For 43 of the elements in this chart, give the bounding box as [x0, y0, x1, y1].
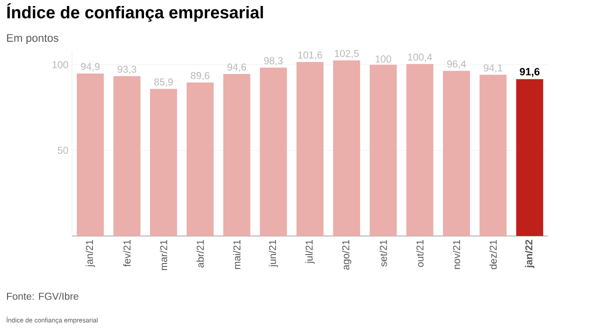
bar — [150, 88, 178, 236]
bar — [516, 79, 544, 236]
data-label: 94,6 — [228, 63, 246, 72]
data-label: 85,9 — [154, 78, 173, 87]
bar — [113, 76, 140, 236]
x-tick-label: mai/21 — [233, 240, 240, 269]
data-label: 89,6 — [190, 72, 210, 80]
data-label: 96,4 — [447, 60, 466, 69]
bar — [370, 64, 397, 236]
x-tick-label: mar/21 — [160, 240, 168, 270]
data-label: 91,6 — [520, 68, 540, 77]
data-label: 100 — [376, 55, 392, 62]
bar — [406, 64, 434, 236]
chart-title: Índice de confiança empresarial — [7, 3, 263, 22]
x-tick-label: jul/21 — [305, 240, 315, 264]
x-tick-label: nov/21 — [452, 240, 460, 269]
bar — [260, 68, 287, 236]
bar — [296, 62, 324, 236]
data-label: 94,9 — [81, 62, 100, 72]
source-note: Fonte: FGV/Ibre — [7, 292, 78, 300]
bar — [186, 82, 214, 236]
x-tick-label: ago/21 — [342, 240, 352, 270]
x-tick-label: dez/21 — [489, 240, 497, 270]
bar — [442, 70, 470, 236]
bar — [223, 74, 250, 236]
data-label: 98,3 — [264, 57, 283, 66]
x-tick-label: jun/21 — [268, 240, 278, 268]
x-tick-label: jan/22 — [525, 240, 534, 268]
data-label: 94,1 — [484, 64, 502, 73]
y-tick-label: 50 — [58, 146, 68, 154]
x-tick-label: jan/21 — [86, 240, 95, 268]
x-tick-label: set/21 — [380, 240, 387, 266]
bar — [333, 60, 360, 236]
x-tick-label: abr/21 — [196, 240, 204, 268]
data-label: 101,6 — [298, 52, 322, 60]
x-tick-label: out/21 — [416, 240, 424, 267]
data-label: 102,5 — [334, 50, 359, 58]
data-label: 93,3 — [118, 66, 136, 74]
bar — [76, 73, 104, 236]
data-label: 100,4 — [408, 54, 432, 62]
bar — [480, 74, 507, 236]
chart-subtitle: Em pontos — [7, 34, 58, 44]
x-tick-label: fev/21 — [123, 240, 131, 267]
